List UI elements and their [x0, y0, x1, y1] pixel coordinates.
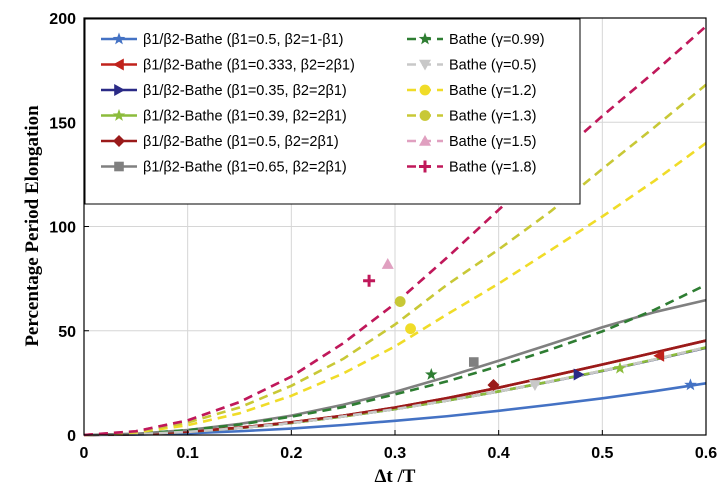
series-marker	[487, 378, 500, 391]
series-marker	[381, 258, 394, 269]
x-axis-ticks: 0 0.1 0.2 0.3 0.4 0.5 0.6	[80, 430, 717, 462]
x-tick-label: 0.4	[488, 445, 510, 462]
legend-box	[84, 18, 581, 205]
legend-marker	[112, 108, 126, 121]
legend-marker	[114, 84, 125, 96]
series-marker	[528, 380, 541, 391]
legend-label: β1/β2-Bathe (β1=0.35, β2=2β1)	[143, 83, 347, 99]
series-marker	[405, 323, 416, 335]
series-marker	[684, 378, 697, 391]
x-tick-label: 0.5	[591, 445, 613, 462]
legend-marker	[419, 110, 431, 121]
legend-marker	[112, 32, 126, 45]
series-marker	[468, 357, 479, 367]
legend-marker	[419, 135, 431, 146]
legend-marker	[418, 32, 432, 45]
legend-label: β1/β2-Bathe (β1=0.39, β2=2β1)	[143, 109, 347, 125]
legend-marker	[113, 58, 124, 71]
legend-label: Bathe (γ=1.8)	[449, 160, 536, 176]
y-tick-label: 0	[67, 428, 76, 445]
legend-marker	[114, 161, 124, 172]
series-line	[83, 83, 707, 437]
legend-label: Bathe (γ=0.99)	[449, 32, 545, 48]
y-tick-label: 200	[49, 11, 76, 28]
series-marker	[394, 296, 406, 307]
series-marker	[613, 361, 627, 374]
legend-label: β1/β2-Bathe (β1=0.333, β2=2β1)	[143, 58, 355, 74]
x-tick-label: 0.6	[695, 445, 717, 462]
legend: β1/β2-Bathe (β1=0.5, β2=1-β1) β1/β2-Bathe…	[84, 18, 581, 205]
y-axis-ticks: 0 50 100 150 200	[49, 11, 89, 445]
legend-label: Bathe (γ=1.2)	[449, 83, 536, 99]
series-marker	[573, 368, 585, 381]
series-line	[83, 142, 707, 437]
legend-marker	[419, 160, 431, 173]
legend-label: Bathe (γ=1.5)	[449, 134, 536, 150]
legend-marker	[419, 59, 431, 71]
series-line	[83, 283, 707, 437]
legend-label: β1/β2-Bathe (β1=0.65, β2=2β1)	[143, 160, 347, 176]
legend-label: β1/β2-Bathe (β1=0.5, β2=1-β1)	[143, 32, 344, 48]
legend-label: β1/β2-Bathe (β1=0.5, β2=2β1)	[143, 134, 339, 150]
x-tick-label: 0	[80, 445, 89, 462]
y-tick-label: 50	[58, 324, 76, 341]
y-axis-label: Percentage Period Elongation	[22, 105, 43, 347]
y-tick-label: 150	[49, 115, 76, 132]
series-marker	[653, 349, 665, 362]
y-tick-label: 100	[49, 220, 76, 237]
legend-label: Bathe (γ=1.3)	[449, 109, 536, 125]
x-tick-label: 0.3	[384, 445, 406, 462]
legend-marker	[419, 84, 431, 96]
x-tick-label: 0.2	[280, 445, 302, 462]
series-marker	[425, 367, 438, 380]
series-markers	[363, 258, 697, 391]
x-axis-label: Δt /T	[375, 466, 416, 487]
legend-marker	[113, 135, 125, 147]
x-tick-label: 0.1	[177, 445, 199, 462]
series-marker	[363, 274, 376, 287]
legend-label: Bathe (γ=0.5)	[449, 58, 536, 74]
